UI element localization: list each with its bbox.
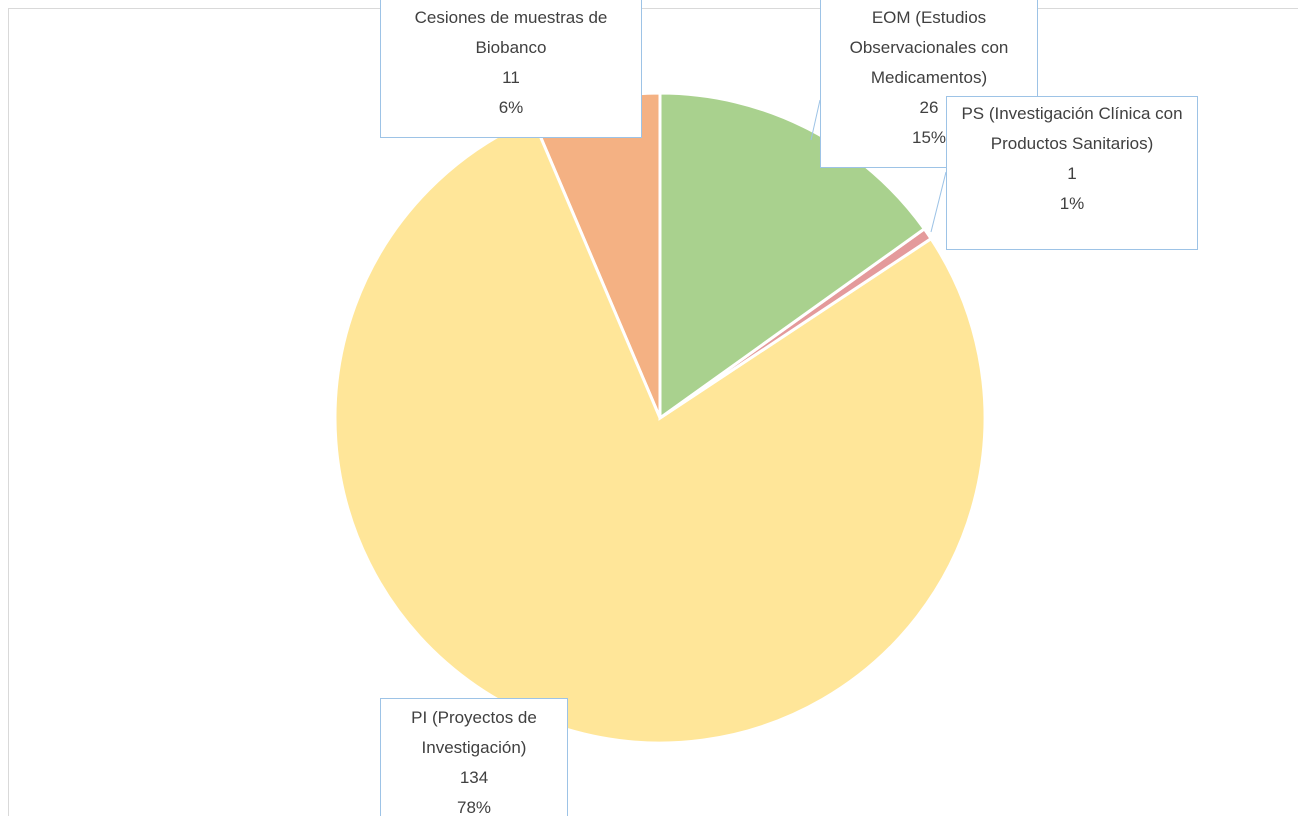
label-value: 26 — [919, 98, 939, 117]
leader-line — [810, 99, 821, 141]
label-value: 11 — [502, 68, 520, 87]
data-label: PI (Proyectos de Investigación) 134 78% — [380, 698, 568, 816]
data-label: EOM (Estudios Observacionales con Medica… — [820, 0, 1038, 168]
data-label: PS (Investigación Clínica con Productos … — [946, 96, 1198, 250]
data-label: Cesiones de muestras de Biobanco 11 6% — [380, 0, 642, 138]
label-percent: 15% — [911, 128, 947, 147]
label-name: PS (Investigación Clínica con Productos … — [961, 104, 1183, 153]
chart-frame — [8, 8, 1298, 816]
label-value: 1 — [1067, 164, 1077, 183]
label-value: 134 — [459, 768, 489, 787]
leader-line — [930, 171, 947, 233]
label-percent: 78% — [456, 798, 492, 816]
label-name: Cesiones de muestras de Biobanco — [414, 8, 608, 57]
label-name: EOM (Estudios Observacionales con Medica… — [849, 8, 1009, 87]
label-name: PI (Proyectos de Investigación) — [411, 708, 537, 757]
label-percent: 1% — [1059, 194, 1085, 213]
label-percent: 6% — [498, 98, 524, 117]
pie-slice — [658, 91, 927, 421]
